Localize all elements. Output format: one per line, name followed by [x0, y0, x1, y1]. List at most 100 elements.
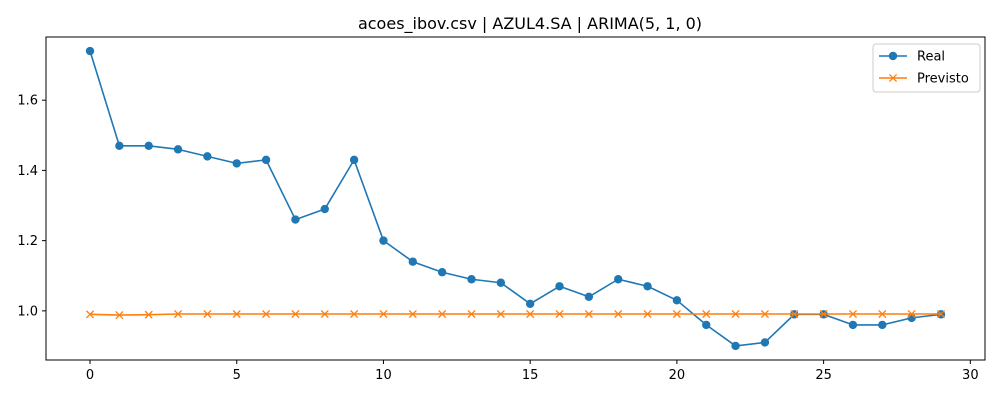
x-tick-label: 25 — [815, 368, 832, 383]
marker-x-stroke — [819, 309, 828, 319]
data-point-previsto — [408, 309, 417, 319]
marker-x-stroke — [379, 309, 388, 319]
data-point-real — [907, 313, 916, 323]
data-point-previsto — [936, 309, 946, 319]
data-point-real — [379, 236, 388, 245]
data-point-previsto — [878, 309, 887, 319]
marker-x-stroke — [643, 309, 652, 319]
legend-marker-real — [888, 51, 898, 61]
series-line-previsto — [90, 313, 941, 316]
data-point-previsto — [702, 309, 711, 319]
marker-x-stroke — [408, 309, 417, 319]
marker-x-stroke — [232, 309, 241, 319]
data-point-previsto — [760, 309, 769, 319]
data-point-real — [614, 275, 623, 284]
data-point-previsto — [232, 309, 241, 319]
data-point-previsto — [320, 309, 329, 319]
data-point-real — [496, 278, 506, 287]
marker-x-stroke — [936, 309, 946, 319]
data-point-previsto — [438, 309, 447, 319]
data-point-real — [672, 296, 682, 305]
data-point-real — [467, 275, 476, 284]
data-point-previsto — [467, 309, 476, 319]
data-point-previsto — [115, 311, 124, 320]
data-point-real — [144, 141, 153, 151]
data-point-previsto — [672, 309, 681, 319]
data-point-real — [437, 268, 447, 277]
marker-x-stroke — [790, 309, 799, 319]
x-tick-label: 30 — [962, 368, 979, 383]
marker-x-stroke — [115, 311, 124, 320]
data-point-previsto — [379, 309, 388, 319]
marker-x-stroke — [584, 309, 593, 319]
y-tick-label: 1.4 — [17, 164, 38, 179]
data-point-previsto — [203, 309, 212, 319]
data-point-real — [261, 155, 271, 165]
data-point-previsto — [144, 310, 153, 319]
series-line-real — [89, 50, 942, 347]
x-tick-label: 5 — [233, 368, 241, 383]
data-point-real — [702, 320, 711, 330]
data-point-previsto — [819, 309, 828, 319]
data-point-real — [203, 152, 212, 161]
data-point-real — [173, 145, 183, 154]
data-point-previsto — [173, 309, 183, 319]
data-point-previsto — [731, 309, 740, 319]
data-point-real — [643, 282, 652, 291]
legend-label-real: Real — [917, 50, 945, 65]
marker-x-stroke — [760, 309, 769, 319]
y-tick-label: 1.6 — [17, 94, 38, 109]
data-point-previsto — [643, 309, 652, 319]
marker-x-stroke — [203, 309, 212, 319]
marker-x-stroke — [526, 309, 535, 319]
plot-area — [85, 46, 946, 351]
y-tick-label: 1.0 — [17, 304, 38, 319]
data-point-real — [731, 341, 740, 351]
marker-x-stroke — [888, 73, 898, 83]
data-point-real — [525, 299, 535, 309]
data-point-real — [408, 257, 417, 266]
marker-x-stroke — [85, 310, 95, 319]
axes-frame — [45, 36, 986, 361]
marker-x-stroke — [907, 309, 916, 319]
marker-x-stroke — [878, 309, 887, 319]
chart-title: acoes_ibov.csv | AZUL4.SA | ARIMA(5, 1, … — [358, 14, 702, 34]
legend: Real Previsto — [872, 43, 981, 93]
data-point-previsto — [496, 309, 505, 319]
data-point-real — [320, 204, 329, 214]
data-point-real — [85, 46, 95, 56]
data-point-previsto — [262, 309, 271, 319]
data-point-real — [232, 159, 241, 168]
marker-x-stroke — [496, 309, 505, 319]
marker-x-stroke — [702, 309, 711, 319]
data-point-real — [878, 320, 887, 330]
data-point-previsto — [614, 309, 623, 319]
data-point-previsto — [85, 310, 95, 319]
data-point-real — [115, 141, 124, 151]
data-point-previsto — [848, 309, 858, 319]
data-point-real — [760, 338, 770, 347]
marker-x-stroke — [731, 309, 740, 319]
data-point-previsto — [790, 309, 799, 319]
data-point-previsto — [584, 309, 593, 319]
marker-x-stroke — [173, 309, 183, 319]
marker-x-stroke — [320, 309, 329, 319]
marker-x-stroke — [467, 309, 476, 319]
x-tick-label: 10 — [375, 368, 392, 383]
marker-x-stroke — [291, 309, 300, 319]
marker-x-stroke — [262, 309, 271, 319]
marker-x-stroke — [555, 309, 564, 319]
data-point-previsto — [350, 309, 359, 319]
data-point-real — [555, 282, 564, 291]
data-point-previsto — [526, 309, 535, 319]
marker-x-stroke — [672, 309, 681, 319]
marker-x-stroke — [438, 309, 447, 319]
marker-x-stroke — [350, 309, 359, 319]
x-tick-label: 20 — [669, 368, 686, 383]
legend-marker-previsto — [888, 73, 898, 83]
marker-x-stroke — [848, 309, 858, 319]
marker-x-stroke — [614, 309, 623, 319]
data-point-real — [291, 215, 300, 224]
data-point-previsto — [291, 309, 300, 319]
